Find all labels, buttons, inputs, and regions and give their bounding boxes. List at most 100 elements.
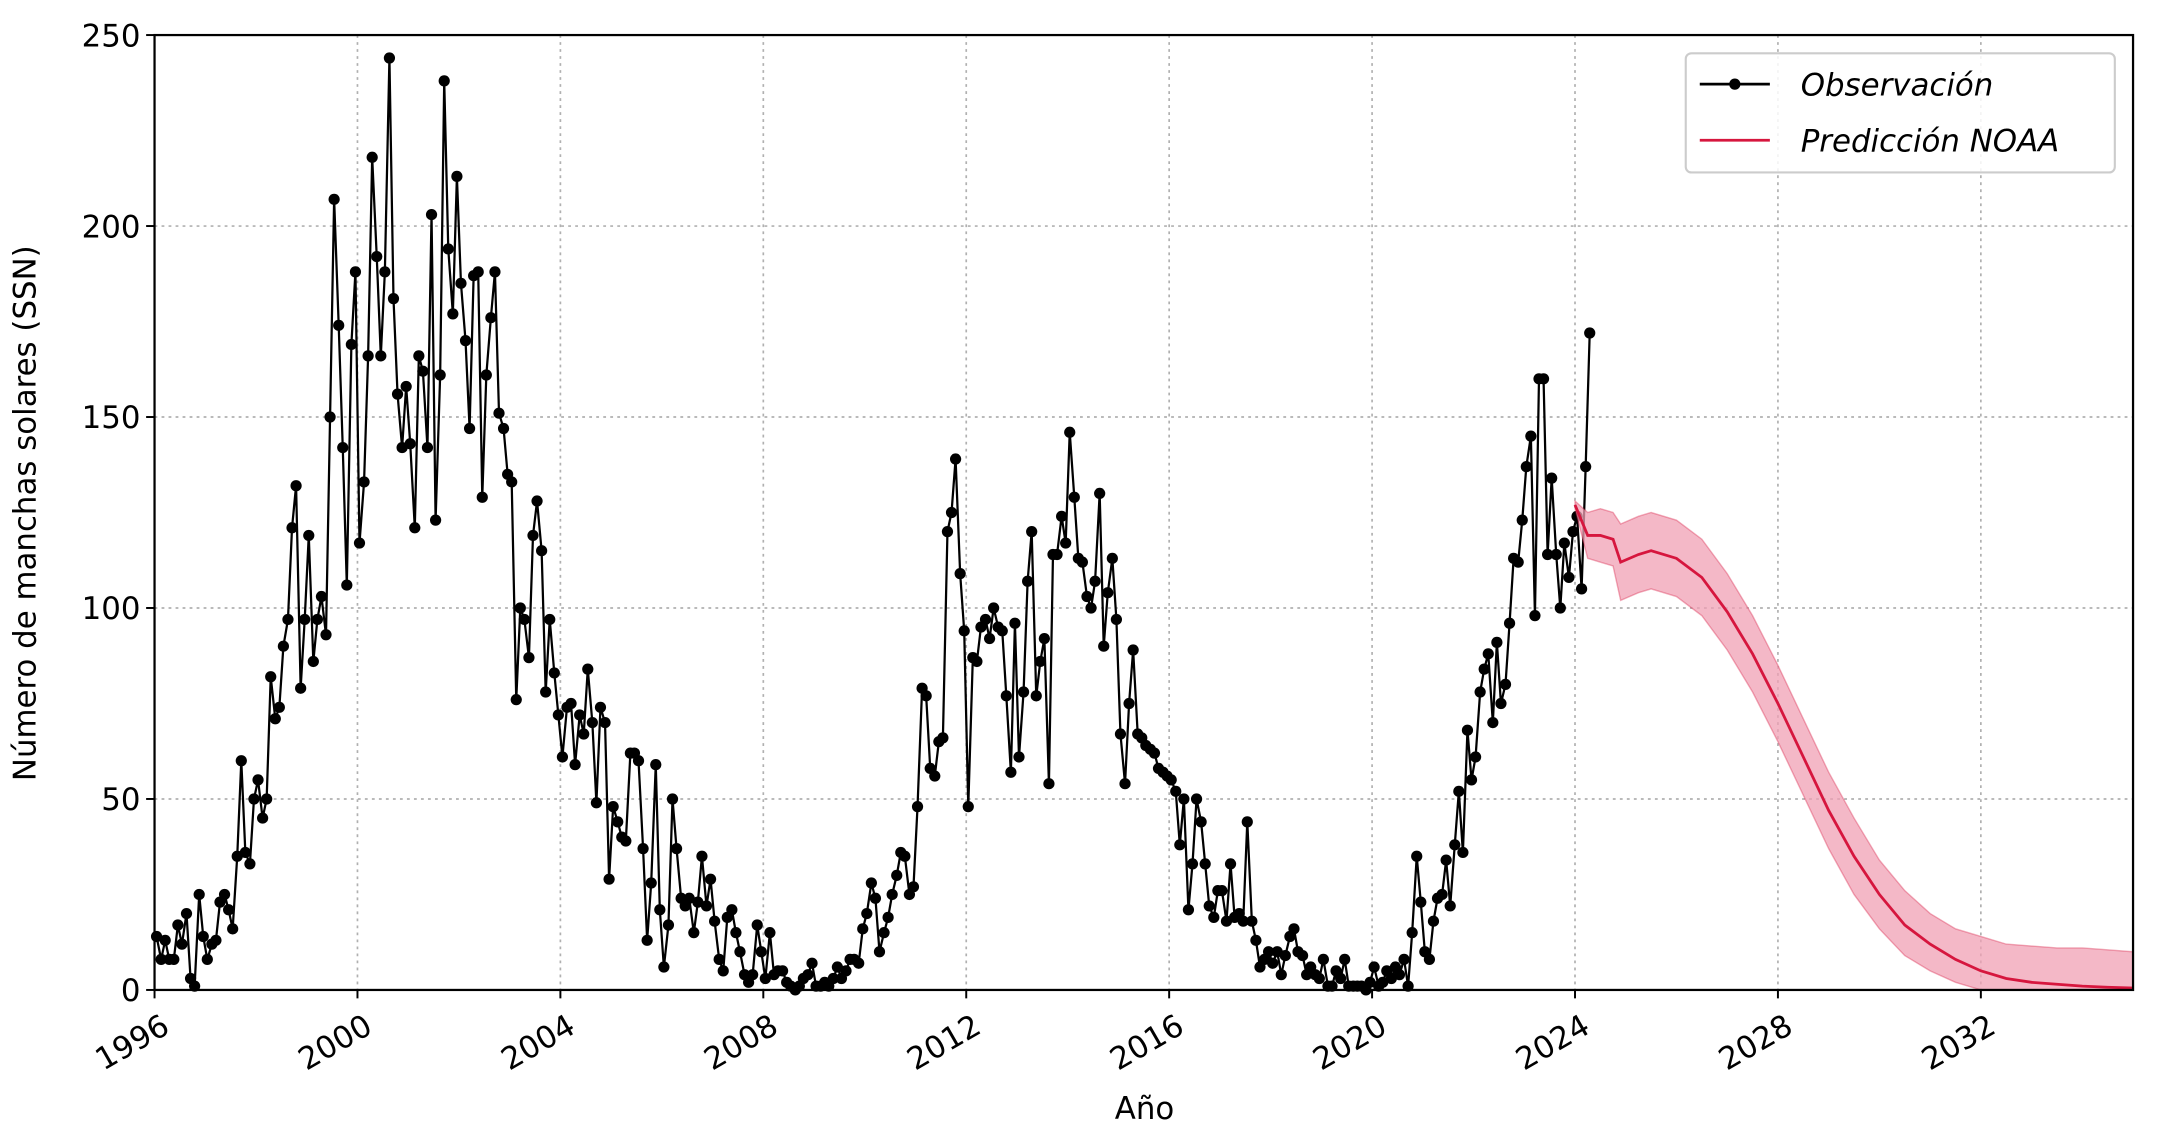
data-point	[1377, 976, 1389, 988]
data-point	[683, 892, 695, 904]
data-point	[1005, 766, 1017, 778]
data-point	[1094, 487, 1106, 500]
data-point	[1262, 946, 1275, 958]
data-point	[1554, 602, 1566, 614]
data-point	[434, 369, 446, 381]
data-point	[476, 491, 488, 503]
data-point	[709, 915, 721, 927]
x-tick-label: 1996	[89, 1008, 175, 1078]
data-point	[400, 380, 412, 393]
x-tick-label: 2000	[292, 1008, 378, 1078]
data-point	[1563, 571, 1575, 584]
data-point	[869, 892, 882, 904]
data-point	[1170, 785, 1182, 797]
data-point	[544, 613, 556, 626]
data-point	[929, 770, 941, 782]
data-point	[1516, 514, 1528, 526]
data-point	[425, 208, 438, 221]
data-point	[971, 655, 983, 668]
data-point	[311, 613, 323, 626]
data-point	[747, 969, 759, 981]
data-point	[1499, 678, 1512, 690]
data-point	[1542, 548, 1554, 561]
data-point	[1224, 858, 1237, 870]
data-point	[1068, 491, 1080, 503]
data-point	[303, 529, 315, 542]
data-point	[899, 850, 911, 862]
data-point	[1034, 655, 1046, 668]
data-point	[670, 843, 683, 855]
series-line	[155, 57, 1591, 992]
data-point	[1364, 976, 1376, 988]
data-point	[1127, 644, 1139, 656]
data-point	[979, 613, 992, 626]
data-point	[1427, 915, 1440, 927]
data-point	[387, 292, 400, 305]
data-point	[1119, 778, 1131, 790]
data-point	[506, 476, 518, 488]
data-point	[907, 881, 920, 893]
data-point	[497, 422, 510, 435]
y-axis-label: Número de manchas solares (SSN)	[7, 245, 43, 781]
data-point	[324, 411, 336, 423]
data-point	[421, 441, 434, 454]
data-point	[582, 663, 594, 675]
data-point	[878, 927, 890, 939]
data-point	[540, 686, 552, 698]
data-point	[1195, 816, 1207, 828]
data-point	[417, 365, 429, 377]
data-point	[827, 972, 839, 985]
data-point	[244, 858, 256, 870]
data-point	[1406, 927, 1418, 939]
data-point	[375, 350, 387, 362]
y-tick-label: 100	[82, 591, 141, 627]
data-point	[1174, 839, 1186, 851]
plot-frame	[153, 33, 2135, 992]
data-point	[569, 758, 581, 771]
data-point	[704, 873, 717, 885]
data-point	[1491, 636, 1503, 648]
data-point	[658, 961, 670, 973]
data-point	[802, 969, 814, 981]
data-point	[632, 755, 645, 767]
data-point	[759, 972, 771, 985]
data-point	[413, 350, 425, 362]
data-point	[1038, 632, 1050, 645]
data-point	[337, 441, 349, 454]
data-point	[831, 961, 843, 973]
data-point	[201, 953, 213, 966]
data-point	[1525, 430, 1537, 442]
data-point	[1199, 858, 1211, 870]
data-point	[1474, 686, 1486, 698]
data-point	[1520, 461, 1532, 473]
data-point	[1580, 461, 1592, 473]
data-point	[1081, 590, 1093, 603]
data-point	[1335, 972, 1347, 985]
data-point	[891, 869, 903, 881]
data-point	[650, 758, 662, 771]
data-point	[958, 625, 970, 637]
data-point	[159, 934, 171, 946]
data-point	[1056, 510, 1068, 522]
data-point	[1461, 724, 1474, 736]
data-point	[937, 732, 949, 744]
data-point	[865, 877, 877, 889]
data-point	[358, 476, 370, 488]
data-point	[1550, 548, 1562, 561]
data-point	[1487, 716, 1499, 729]
data-point	[586, 716, 598, 729]
data-point	[612, 816, 624, 828]
data-point	[1423, 953, 1436, 966]
data-point	[1495, 697, 1507, 710]
x-tick-label: 2032	[1916, 1008, 2002, 1078]
data-point	[282, 613, 294, 626]
data-point	[645, 877, 657, 889]
data-point	[1411, 850, 1423, 862]
data-point	[1279, 949, 1291, 962]
data-point	[1022, 575, 1034, 587]
data-point	[1368, 961, 1380, 973]
data-point	[459, 335, 472, 347]
x-tick-label: 2020	[1307, 1008, 1393, 1078]
data-point	[307, 655, 319, 668]
